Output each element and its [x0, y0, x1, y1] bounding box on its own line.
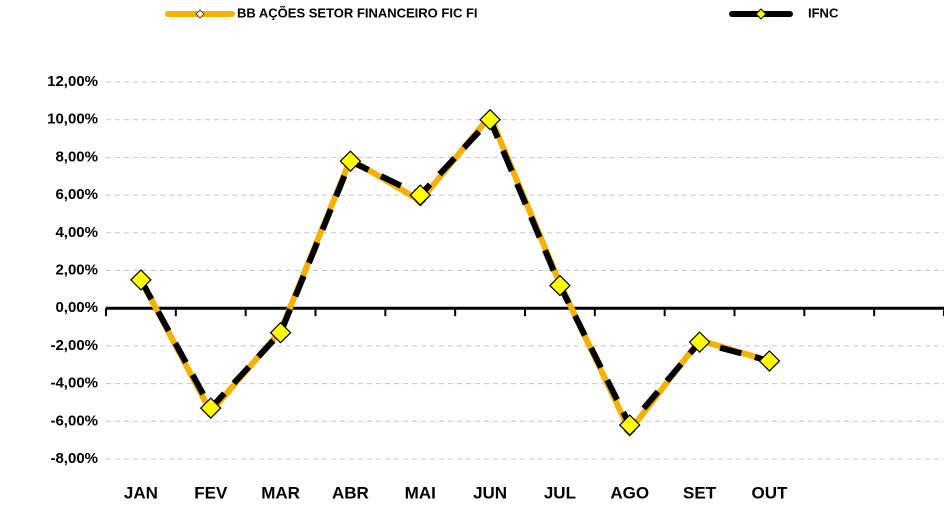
y-tick-label: 4,00%: [55, 224, 98, 241]
x-tick-label: JAN: [124, 483, 158, 502]
x-tick-label: OUT: [751, 483, 788, 502]
x-tick-label: FEV: [194, 483, 228, 502]
marker: [479, 108, 501, 131]
y-tick-label: 10,00%: [47, 111, 98, 128]
marker: [130, 269, 152, 291]
x-tick-label: JUN: [473, 483, 507, 502]
marker: [339, 150, 362, 173]
y-tick-label: -2,00%: [50, 337, 98, 354]
y-tick-label: 2,00%: [55, 261, 98, 278]
y-tick-label: -4,00%: [50, 375, 98, 392]
legend-marker: [195, 9, 205, 19]
y-tick-label: -8,00%: [50, 450, 98, 467]
x-tick-label: JUL: [544, 483, 576, 502]
y-tick-label: 8,00%: [55, 148, 98, 165]
marker: [758, 350, 781, 372]
legend-marker: [755, 8, 767, 20]
y-tick-label: 6,00%: [55, 186, 98, 203]
y-tick-label: 12,00%: [47, 73, 98, 90]
marker: [549, 274, 571, 297]
marker: [269, 321, 292, 344]
legend-label: BB AÇÕES SETOR FINANCEIRO FIC FI: [237, 5, 478, 20]
marker: [618, 414, 641, 436]
marker: [688, 331, 711, 353]
legend-label: IFNC: [808, 5, 839, 20]
marker: [409, 184, 432, 206]
x-tick-label: MAI: [405, 483, 436, 502]
x-tick-label: SET: [683, 483, 717, 502]
x-tick-label: ABR: [332, 483, 369, 502]
y-tick-label: 0,00%: [55, 299, 98, 316]
y-tick-label: -6,00%: [50, 412, 98, 429]
x-tick-label: MAR: [261, 483, 300, 502]
marker: [199, 397, 222, 419]
series-line: [138, 116, 771, 429]
x-tick-label: AGO: [610, 483, 649, 502]
